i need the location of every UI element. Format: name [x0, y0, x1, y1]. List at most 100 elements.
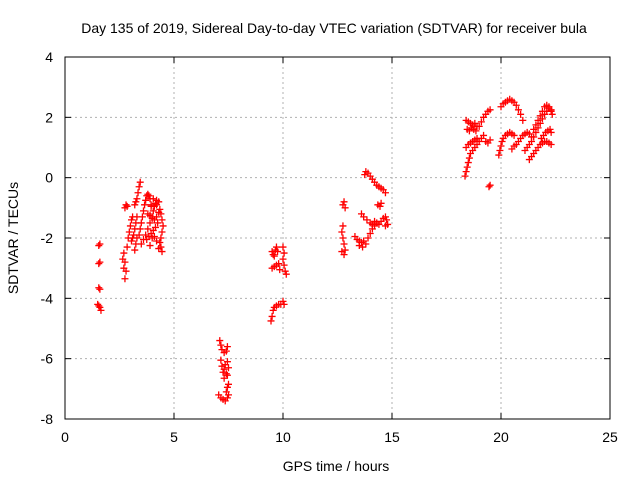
data-point — [463, 163, 471, 171]
data-point — [132, 198, 140, 206]
data-point — [223, 358, 231, 366]
data-point — [131, 246, 139, 254]
data-point — [340, 240, 348, 248]
data-point — [364, 234, 372, 242]
data-point — [156, 239, 164, 247]
data-point — [495, 151, 503, 159]
data-point — [120, 249, 128, 257]
data-point — [223, 383, 231, 391]
data-point — [222, 347, 230, 355]
data-point — [142, 231, 150, 239]
data-point — [158, 228, 166, 236]
data-point — [153, 237, 161, 245]
y-tick-label: -2 — [41, 230, 54, 246]
data-point — [514, 106, 522, 114]
data-point — [270, 252, 278, 260]
data-point — [144, 225, 152, 233]
data-point — [154, 219, 162, 227]
data-point — [155, 245, 163, 253]
y-tick-label: -8 — [41, 411, 54, 427]
data-point — [341, 204, 349, 212]
data-point — [120, 264, 128, 272]
data-point — [225, 364, 232, 372]
data-point — [217, 341, 225, 349]
data-point — [157, 234, 165, 242]
data-point — [371, 217, 379, 225]
data-point — [528, 137, 536, 145]
data-point — [122, 201, 130, 209]
data-point — [465, 154, 473, 162]
data-point — [123, 243, 131, 251]
data-points — [94, 95, 556, 405]
data-point — [480, 131, 488, 139]
data-point — [340, 198, 348, 206]
x-tick-label: 25 — [602, 429, 618, 445]
data-point — [274, 248, 282, 256]
data-point — [136, 178, 144, 186]
data-point — [538, 107, 546, 115]
data-point — [473, 140, 481, 148]
data-point — [136, 225, 144, 233]
data-point — [341, 246, 349, 254]
data-point — [220, 374, 228, 382]
data-point — [269, 251, 277, 259]
data-point — [361, 171, 369, 179]
data-point — [121, 275, 129, 283]
data-point — [279, 297, 287, 305]
data-point — [127, 216, 135, 224]
data-point — [97, 306, 105, 314]
data-point — [121, 258, 129, 266]
data-point — [486, 136, 494, 144]
x-axis-label: GPS time / hours — [283, 458, 390, 474]
data-point — [139, 207, 147, 215]
data-point — [123, 202, 131, 210]
data-point — [461, 172, 469, 180]
data-point — [381, 222, 389, 230]
data-point — [339, 222, 347, 230]
data-point — [280, 249, 288, 257]
data-point — [222, 370, 230, 378]
data-point — [217, 356, 225, 364]
data-point — [363, 216, 371, 224]
y-tick-label: 4 — [45, 49, 53, 65]
data-point — [355, 242, 363, 250]
data-point — [134, 189, 142, 197]
data-point — [281, 267, 289, 275]
data-point — [219, 368, 227, 376]
x-tick-label: 0 — [61, 429, 69, 445]
data-point — [485, 183, 493, 191]
data-point — [131, 201, 139, 209]
data-point — [530, 125, 538, 133]
data-point — [276, 266, 284, 274]
data-point — [464, 159, 472, 167]
data-point — [153, 213, 161, 221]
data-point — [96, 303, 104, 311]
x-tick-label: 5 — [170, 429, 178, 445]
data-point — [486, 106, 494, 114]
y-tick-label: 2 — [45, 109, 53, 125]
data-point — [223, 371, 231, 379]
data-point — [377, 199, 385, 207]
data-point — [95, 242, 103, 250]
data-point — [381, 213, 389, 221]
data-point — [159, 222, 167, 230]
data-point — [223, 394, 231, 402]
data-point — [532, 121, 540, 129]
data-point — [547, 107, 555, 115]
data-point — [149, 207, 157, 215]
data-point — [125, 228, 133, 236]
data-point — [133, 195, 141, 203]
y-tick-labels: -8 -6 -4 -2 0 2 4 — [41, 49, 54, 427]
data-point — [272, 243, 280, 251]
data-point — [96, 240, 104, 248]
data-point — [530, 133, 538, 141]
data-point — [279, 243, 287, 251]
data-point — [127, 237, 135, 245]
data-point — [462, 168, 470, 176]
data-point — [472, 127, 480, 135]
data-point — [547, 140, 555, 148]
x-tick-label: 10 — [275, 429, 291, 445]
data-point — [126, 222, 134, 230]
data-point — [498, 137, 506, 145]
